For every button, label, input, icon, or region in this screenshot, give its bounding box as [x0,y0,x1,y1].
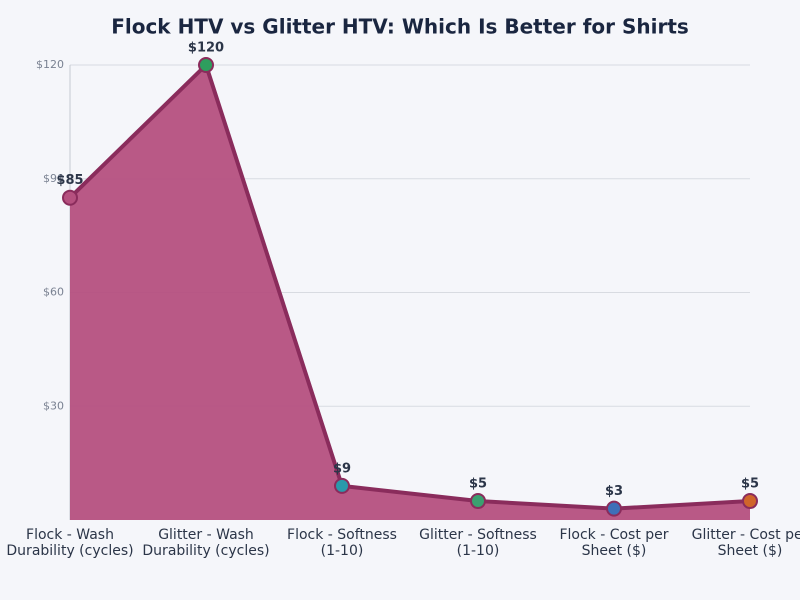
value-label: $120 [188,41,224,56]
line [68,63,751,511]
x-tick-label: Flock - Cost per Sheet ($) [559,527,669,559]
data-point [334,477,350,494]
data-point [62,189,78,206]
value-label: $85 [56,173,83,188]
data-point [198,57,214,73]
area [70,65,750,520]
data-point [742,493,758,510]
x-tick-label: Flock - Softness (1-10) [287,527,397,559]
chart-title: Flock HTV vs Glitter HTV: Which Is Bette… [111,15,689,39]
value-label: $3 [605,484,623,499]
value-label: $5 [469,477,487,492]
x-tick-label: Glitter - Softness (1-10) [419,527,537,559]
x-tick-label: Flock - Wash Durability (cycles) [6,527,134,559]
x-tick-label: Glitter - Wash Durability (cycles) [142,527,270,559]
y-tick-label: $90 [43,172,64,185]
y-tick-label: $60 [43,286,64,299]
y-tick-label: $30 [43,399,64,412]
value-label: $5 [741,477,759,492]
data-point [606,500,622,517]
value-label: $9 [333,461,351,476]
x-tick-label: Glitter - Cost per Sheet ($) [691,527,800,559]
y-tick-label: $120 [36,58,64,71]
data-point [470,493,486,510]
